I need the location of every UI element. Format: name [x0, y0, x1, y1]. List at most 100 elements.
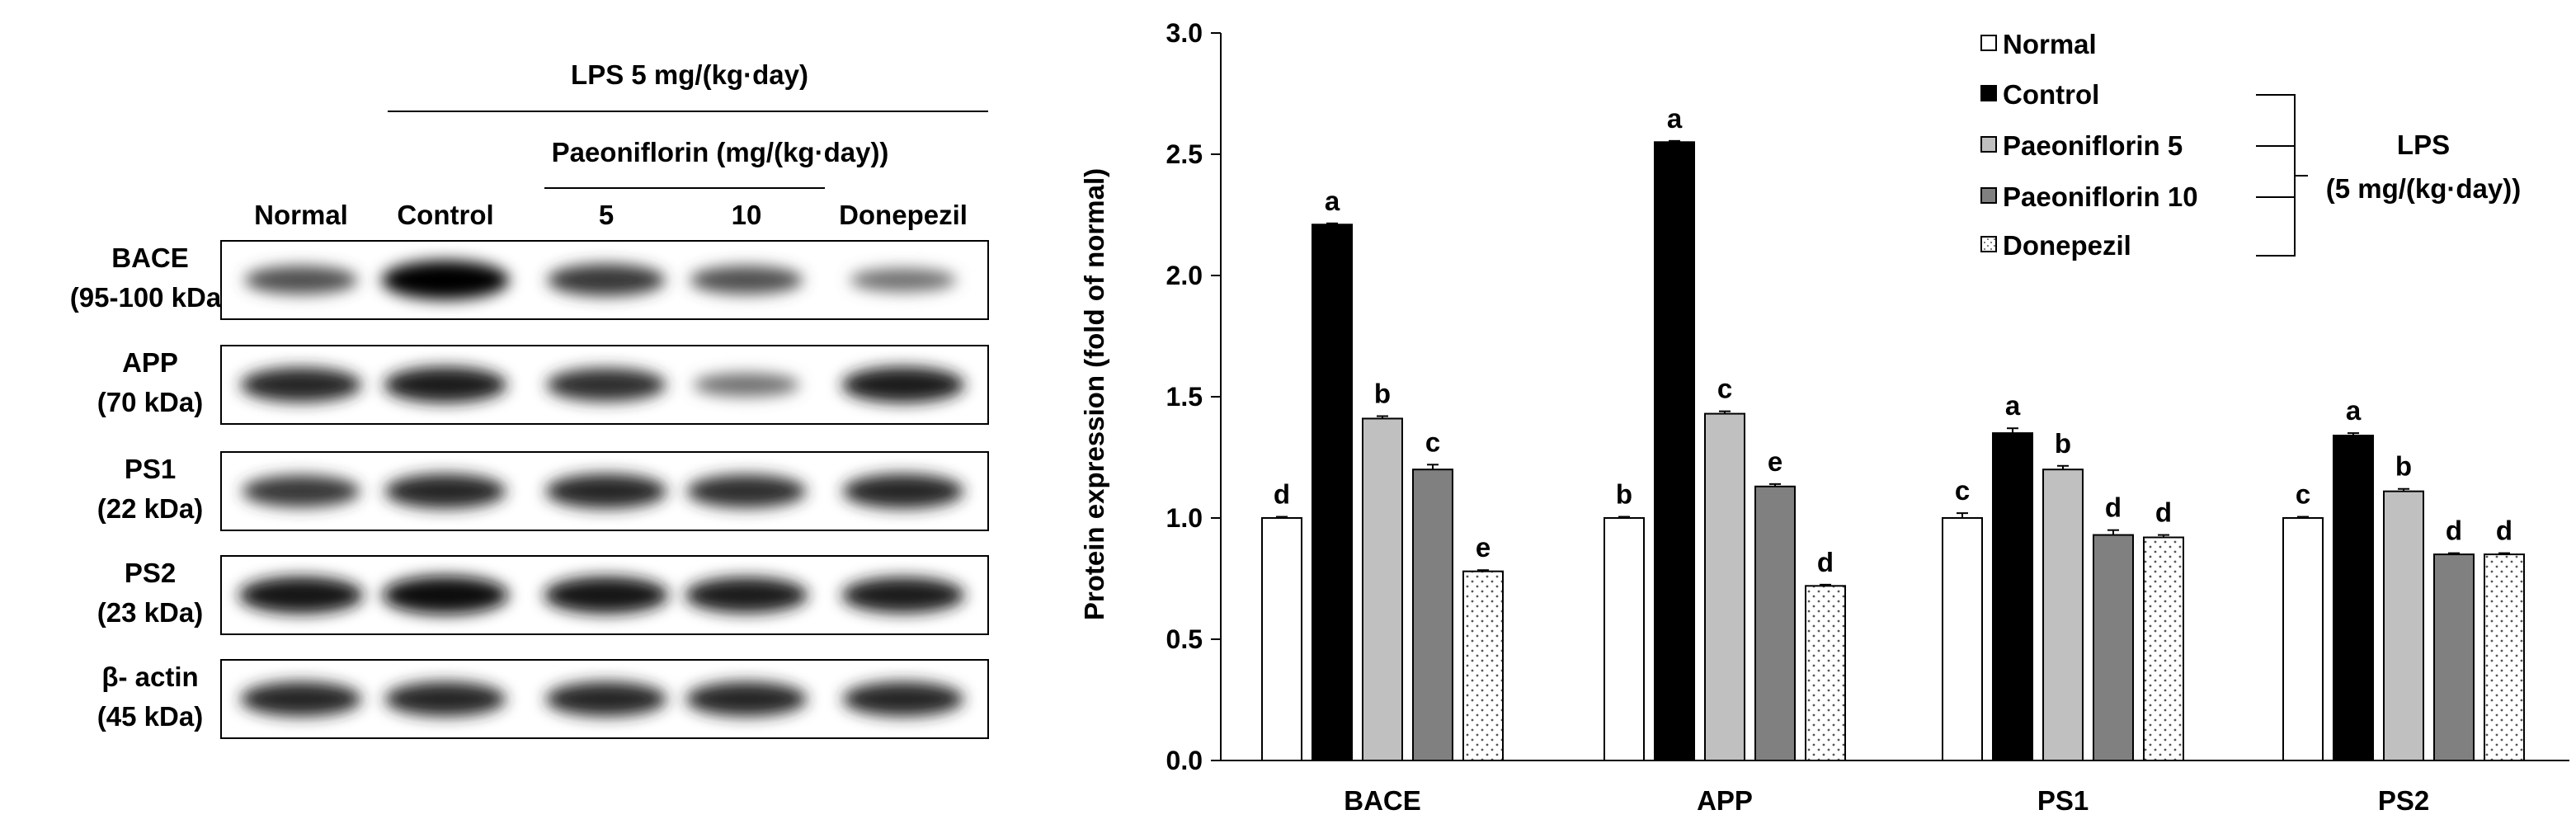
bar [2433, 553, 2475, 761]
legend-swatch [1980, 136, 1997, 153]
blot-band [841, 366, 965, 403]
lane-label: 5 [599, 200, 614, 230]
legend-label: Donepezil [2003, 230, 2131, 261]
significance-letter: a [1325, 186, 1340, 216]
y-tick-label: 2.0 [1166, 261, 1203, 290]
x-axis: BACE APP PS1 PS2 [1221, 760, 2569, 816]
bar [1312, 224, 1353, 761]
bar [1754, 485, 1796, 762]
paeoniflorin-header: Paeoniflorin (mg/(kg·day)) [552, 137, 889, 167]
significance-letter: b [1616, 479, 1632, 510]
protein-name: PS1 [125, 454, 176, 484]
y-tick-label: 0.0 [1166, 746, 1203, 775]
protein-size: (23 kDa) [97, 597, 203, 628]
significance-letter: a [2346, 395, 2362, 426]
legend-group-label-line1: LPS [2397, 129, 2450, 160]
y-tick-label: 2.5 [1166, 139, 1203, 169]
protein-size: (95-100 kDa) [70, 282, 230, 313]
blot-band [690, 266, 803, 294]
blot-band [544, 577, 669, 614]
bar-chart: Protein expression (fold of normal) 0.00… [1079, 18, 2569, 816]
protein-size: (45 kDa) [97, 701, 203, 732]
blot-band [545, 473, 667, 509]
lane-labels: Normal Control 5 10 Donepezil [254, 200, 968, 230]
significance-letter: d [2446, 516, 2462, 546]
lane-label: Normal [254, 200, 348, 230]
legend-bracket [2256, 94, 2308, 257]
significance-letter: c [1955, 475, 1970, 506]
bar [2484, 553, 2525, 761]
significance-letter: d [2496, 516, 2512, 546]
lps-header: LPS 5 mg/(kg·day) [571, 59, 808, 90]
significance-letter: d [1274, 479, 1290, 510]
protein-size: (70 kDa) [97, 387, 203, 417]
western-blot-panel: LPS 5 mg/(kg·day) Paeoniflorin (mg/(kg·d… [70, 59, 989, 739]
bar [2333, 435, 2374, 761]
legend-swatch [1980, 236, 1997, 252]
legend-label: Normal [2003, 29, 2097, 59]
blot-band [685, 577, 808, 614]
blot-band [545, 681, 667, 717]
legend-label: Paeoniflorin 10 [2003, 181, 2198, 212]
blot-band [850, 268, 957, 292]
blot-band [842, 681, 964, 717]
bar [1412, 469, 1453, 761]
blot-row: PS1 (22 kDa) [97, 451, 989, 531]
blot-band [381, 260, 510, 300]
lane-label: Donepezil [839, 200, 968, 230]
blot-band [244, 266, 358, 294]
blot-band [547, 264, 666, 296]
x-tick-label: APP [1697, 785, 1753, 816]
legend-swatch [1980, 187, 1997, 204]
protein-size: (22 kDa) [97, 493, 203, 524]
blot-row: PS2 (23 kDa) [97, 555, 989, 635]
x-tick-label: BACE [1344, 785, 1421, 816]
significance-letter: c [1425, 426, 1440, 457]
significance-letter: b [2395, 451, 2412, 482]
bars: d a b c e b a c e d c a b d d c a b d d [1261, 103, 2525, 762]
blot-row: β- actin (45 kDa) [97, 659, 989, 739]
bar [1604, 517, 1645, 761]
bar [1654, 141, 1695, 762]
y-axis-label: Protein expression (fold of normal) [1079, 168, 1109, 620]
blot-band [384, 366, 507, 403]
significance-letter: b [2055, 428, 2071, 459]
significance-letter: b [1374, 379, 1391, 409]
blot-band [238, 577, 364, 614]
protein-name: BACE [111, 242, 189, 273]
bar [1942, 517, 1983, 761]
bar [1362, 417, 1403, 761]
significance-letter: c [2296, 479, 2310, 510]
legend-group-label-line2: (5 mg/(kg·day)) [2326, 173, 2522, 204]
significance-letter: d [1817, 547, 1834, 577]
protein-name: PS2 [125, 558, 176, 588]
lane-label: Control [397, 200, 493, 230]
legend-label: Control [2003, 79, 2099, 110]
blot-band [242, 475, 360, 507]
blot-band [240, 367, 362, 403]
blot-band [686, 474, 807, 508]
blot-band [842, 473, 964, 509]
bar [1992, 432, 2033, 761]
blot-row: APP (70 kDa) [97, 345, 989, 425]
legend: LPS (5 mg/(kg·day)) Normal Control Paeonif… [1980, 29, 2522, 261]
bar [2143, 536, 2184, 762]
bar [1261, 517, 1302, 761]
x-tick-label: PS2 [2378, 785, 2429, 816]
blot-band [546, 368, 666, 402]
y-tick-label: 3.0 [1166, 18, 1203, 48]
bar [1462, 570, 1504, 761]
bar [1805, 585, 1846, 761]
bar [1704, 412, 1745, 761]
significance-letter: a [1667, 103, 1683, 134]
blot-band [685, 681, 808, 717]
legend-swatch [1980, 35, 1997, 51]
bar [2282, 517, 2324, 761]
blot-band [384, 473, 506, 509]
significance-letter: c [1717, 374, 1732, 404]
significance-letter: a [2005, 390, 2021, 421]
significance-letter: e [1476, 532, 1491, 563]
y-axis: 0.0 0.5 1.0 1.5 2.0 2.5 3.0 [1166, 18, 1222, 775]
blot-band [841, 577, 965, 614]
